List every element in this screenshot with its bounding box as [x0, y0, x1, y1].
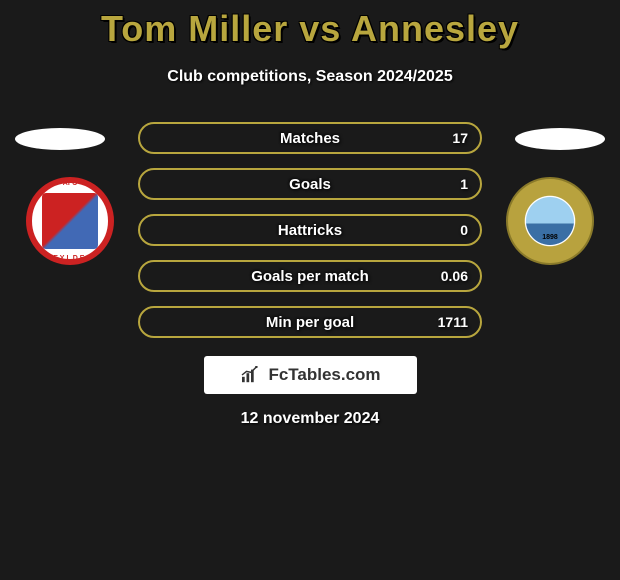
- stat-value-right: 17: [452, 130, 468, 146]
- bar-chart-icon: [240, 366, 262, 384]
- club-crest-right: 1898: [506, 177, 594, 265]
- stat-label: Goals: [289, 176, 331, 193]
- stat-row-goals-per-match: Goals per match 0.06: [138, 260, 482, 292]
- stat-row-min-per-goal: Min per goal 1711: [138, 306, 482, 338]
- player-plate-left: [15, 128, 105, 150]
- crest-right-scene: 1898: [526, 197, 574, 245]
- crest-left-bottom-text: FYLDE: [32, 255, 108, 262]
- crest-right-year: 1898: [526, 234, 574, 241]
- stat-label: Goals per match: [251, 268, 369, 285]
- generated-date: 12 november 2024: [0, 410, 620, 428]
- crest-left-top-text: AFC: [32, 180, 108, 187]
- page-title: Tom Miller vs Annesley: [0, 8, 620, 50]
- stat-row-matches: Matches 17: [138, 122, 482, 154]
- stat-value-right: 1: [460, 176, 468, 192]
- stat-label: Matches: [280, 130, 340, 147]
- player-plate-right: [515, 128, 605, 150]
- crest-left-shield: [42, 193, 98, 249]
- stat-value-right: 0.06: [441, 268, 468, 284]
- club-crest-left: AFC FYLDE: [26, 177, 114, 265]
- subtitle: Club competitions, Season 2024/2025: [0, 68, 620, 86]
- stat-label: Hattricks: [278, 222, 342, 239]
- brand-text: FcTables.com: [268, 365, 380, 385]
- brand-badge: FcTables.com: [204, 356, 417, 394]
- stats-panel: Matches 17 Goals 1 Hattricks 0 Goals per…: [138, 122, 482, 352]
- stat-label: Min per goal: [266, 314, 354, 331]
- stat-row-goals: Goals 1: [138, 168, 482, 200]
- stat-row-hattricks: Hattricks 0: [138, 214, 482, 246]
- stat-value-right: 1711: [438, 314, 468, 330]
- stat-value-right: 0: [460, 222, 468, 238]
